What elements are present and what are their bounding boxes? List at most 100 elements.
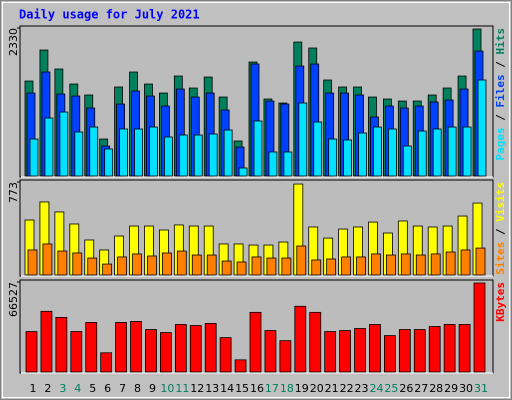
- bar: [447, 126, 457, 177]
- bar: [268, 151, 278, 177]
- x-tick-label: 17: [265, 382, 279, 395]
- x-tick-label: 2: [44, 382, 51, 395]
- bar: [42, 243, 53, 276]
- x-tick-label: 21: [325, 382, 339, 395]
- legend: Sites / Visits: [494, 182, 507, 275]
- bar: [428, 326, 441, 373]
- bar: [191, 254, 202, 276]
- bar: [219, 337, 232, 373]
- bar: [40, 310, 53, 373]
- bar: [44, 117, 54, 177]
- bar: [385, 254, 396, 276]
- bar: [117, 256, 127, 276]
- bar: [130, 321, 142, 373]
- bar: [354, 328, 366, 373]
- bar: [415, 254, 426, 276]
- y-tick-label: 773: [7, 182, 20, 203]
- x-tick-label: 5: [89, 382, 96, 395]
- bar: [85, 322, 98, 373]
- bar: [253, 120, 263, 177]
- bar: [328, 138, 338, 177]
- bar: [373, 126, 382, 177]
- bar: [149, 126, 158, 177]
- bar: [458, 324, 471, 373]
- x-tick-label: 11: [175, 382, 189, 395]
- bar: [223, 129, 233, 177]
- x-tick-label: 31: [474, 382, 488, 395]
- bar: [159, 332, 172, 373]
- legend-separator: /: [494, 108, 507, 128]
- bar: [115, 322, 127, 373]
- x-tick-label: 3: [59, 382, 66, 395]
- chart-title: Daily usage for July 2021: [19, 8, 200, 22]
- bar: [475, 247, 486, 276]
- bar: [55, 316, 68, 373]
- bar: [430, 253, 441, 276]
- x-tick-label: 28: [429, 382, 443, 395]
- bar: [477, 79, 487, 177]
- legend: KBytes: [494, 282, 507, 322]
- x-tick-label: 4: [74, 382, 81, 395]
- bar: [445, 251, 456, 276]
- x-tick-label: 29: [444, 382, 458, 395]
- bar: [264, 330, 277, 373]
- x-tick-label: 7: [119, 382, 126, 395]
- bar: [249, 311, 262, 373]
- bar: [371, 253, 381, 276]
- x-tick-label: 24: [369, 382, 383, 395]
- bar: [89, 126, 99, 177]
- legend-separator: /: [494, 222, 507, 242]
- bar: [174, 324, 187, 373]
- bar: [402, 145, 412, 177]
- legend-separator: /: [494, 55, 507, 75]
- bar: [398, 329, 411, 373]
- x-tick-label: 15: [235, 382, 249, 395]
- bar: [102, 263, 113, 276]
- bar: [236, 261, 247, 276]
- legend-entry: Sites: [494, 242, 507, 275]
- bar: [294, 305, 307, 373]
- bar: [178, 134, 188, 177]
- x-tick-label: 16: [250, 382, 264, 395]
- bar: [29, 138, 39, 177]
- x-tick-label: 27: [414, 382, 428, 395]
- bar: [251, 256, 262, 276]
- x-tick-label: 25: [384, 382, 398, 395]
- bar: [343, 139, 353, 177]
- x-tick-label: 6: [104, 382, 111, 395]
- bar: [324, 331, 337, 373]
- bar: [298, 102, 308, 177]
- bar: [369, 324, 381, 373]
- x-tick-label: 14: [220, 382, 234, 395]
- bar: [266, 257, 277, 276]
- bar: [296, 245, 307, 276]
- bar: [147, 255, 157, 276]
- bar: [356, 256, 366, 276]
- x-tick-label: 20: [310, 382, 324, 395]
- bar: [163, 136, 173, 177]
- y-tick-label: 2330: [7, 28, 20, 56]
- legend-entry: Visits: [494, 182, 507, 222]
- bar: [326, 258, 337, 276]
- bar: [339, 330, 352, 373]
- bar: [161, 252, 172, 276]
- bar: [283, 151, 293, 177]
- bar: [25, 331, 38, 373]
- bar: [413, 329, 426, 373]
- x-tick-label: 13: [205, 382, 219, 395]
- bar: [279, 340, 292, 373]
- bar: [387, 128, 397, 177]
- bar: [104, 148, 114, 177]
- bar: [204, 323, 217, 373]
- bar: [462, 126, 472, 177]
- bar: [70, 331, 83, 373]
- bar: [400, 253, 411, 276]
- bar: [132, 253, 142, 276]
- y-tick-label: 66527: [7, 282, 20, 317]
- bar: [57, 250, 68, 276]
- bar: [119, 128, 128, 177]
- bar: [206, 254, 217, 276]
- bar: [234, 359, 247, 373]
- legend-entry: Hits: [494, 28, 507, 55]
- bar: [59, 111, 69, 177]
